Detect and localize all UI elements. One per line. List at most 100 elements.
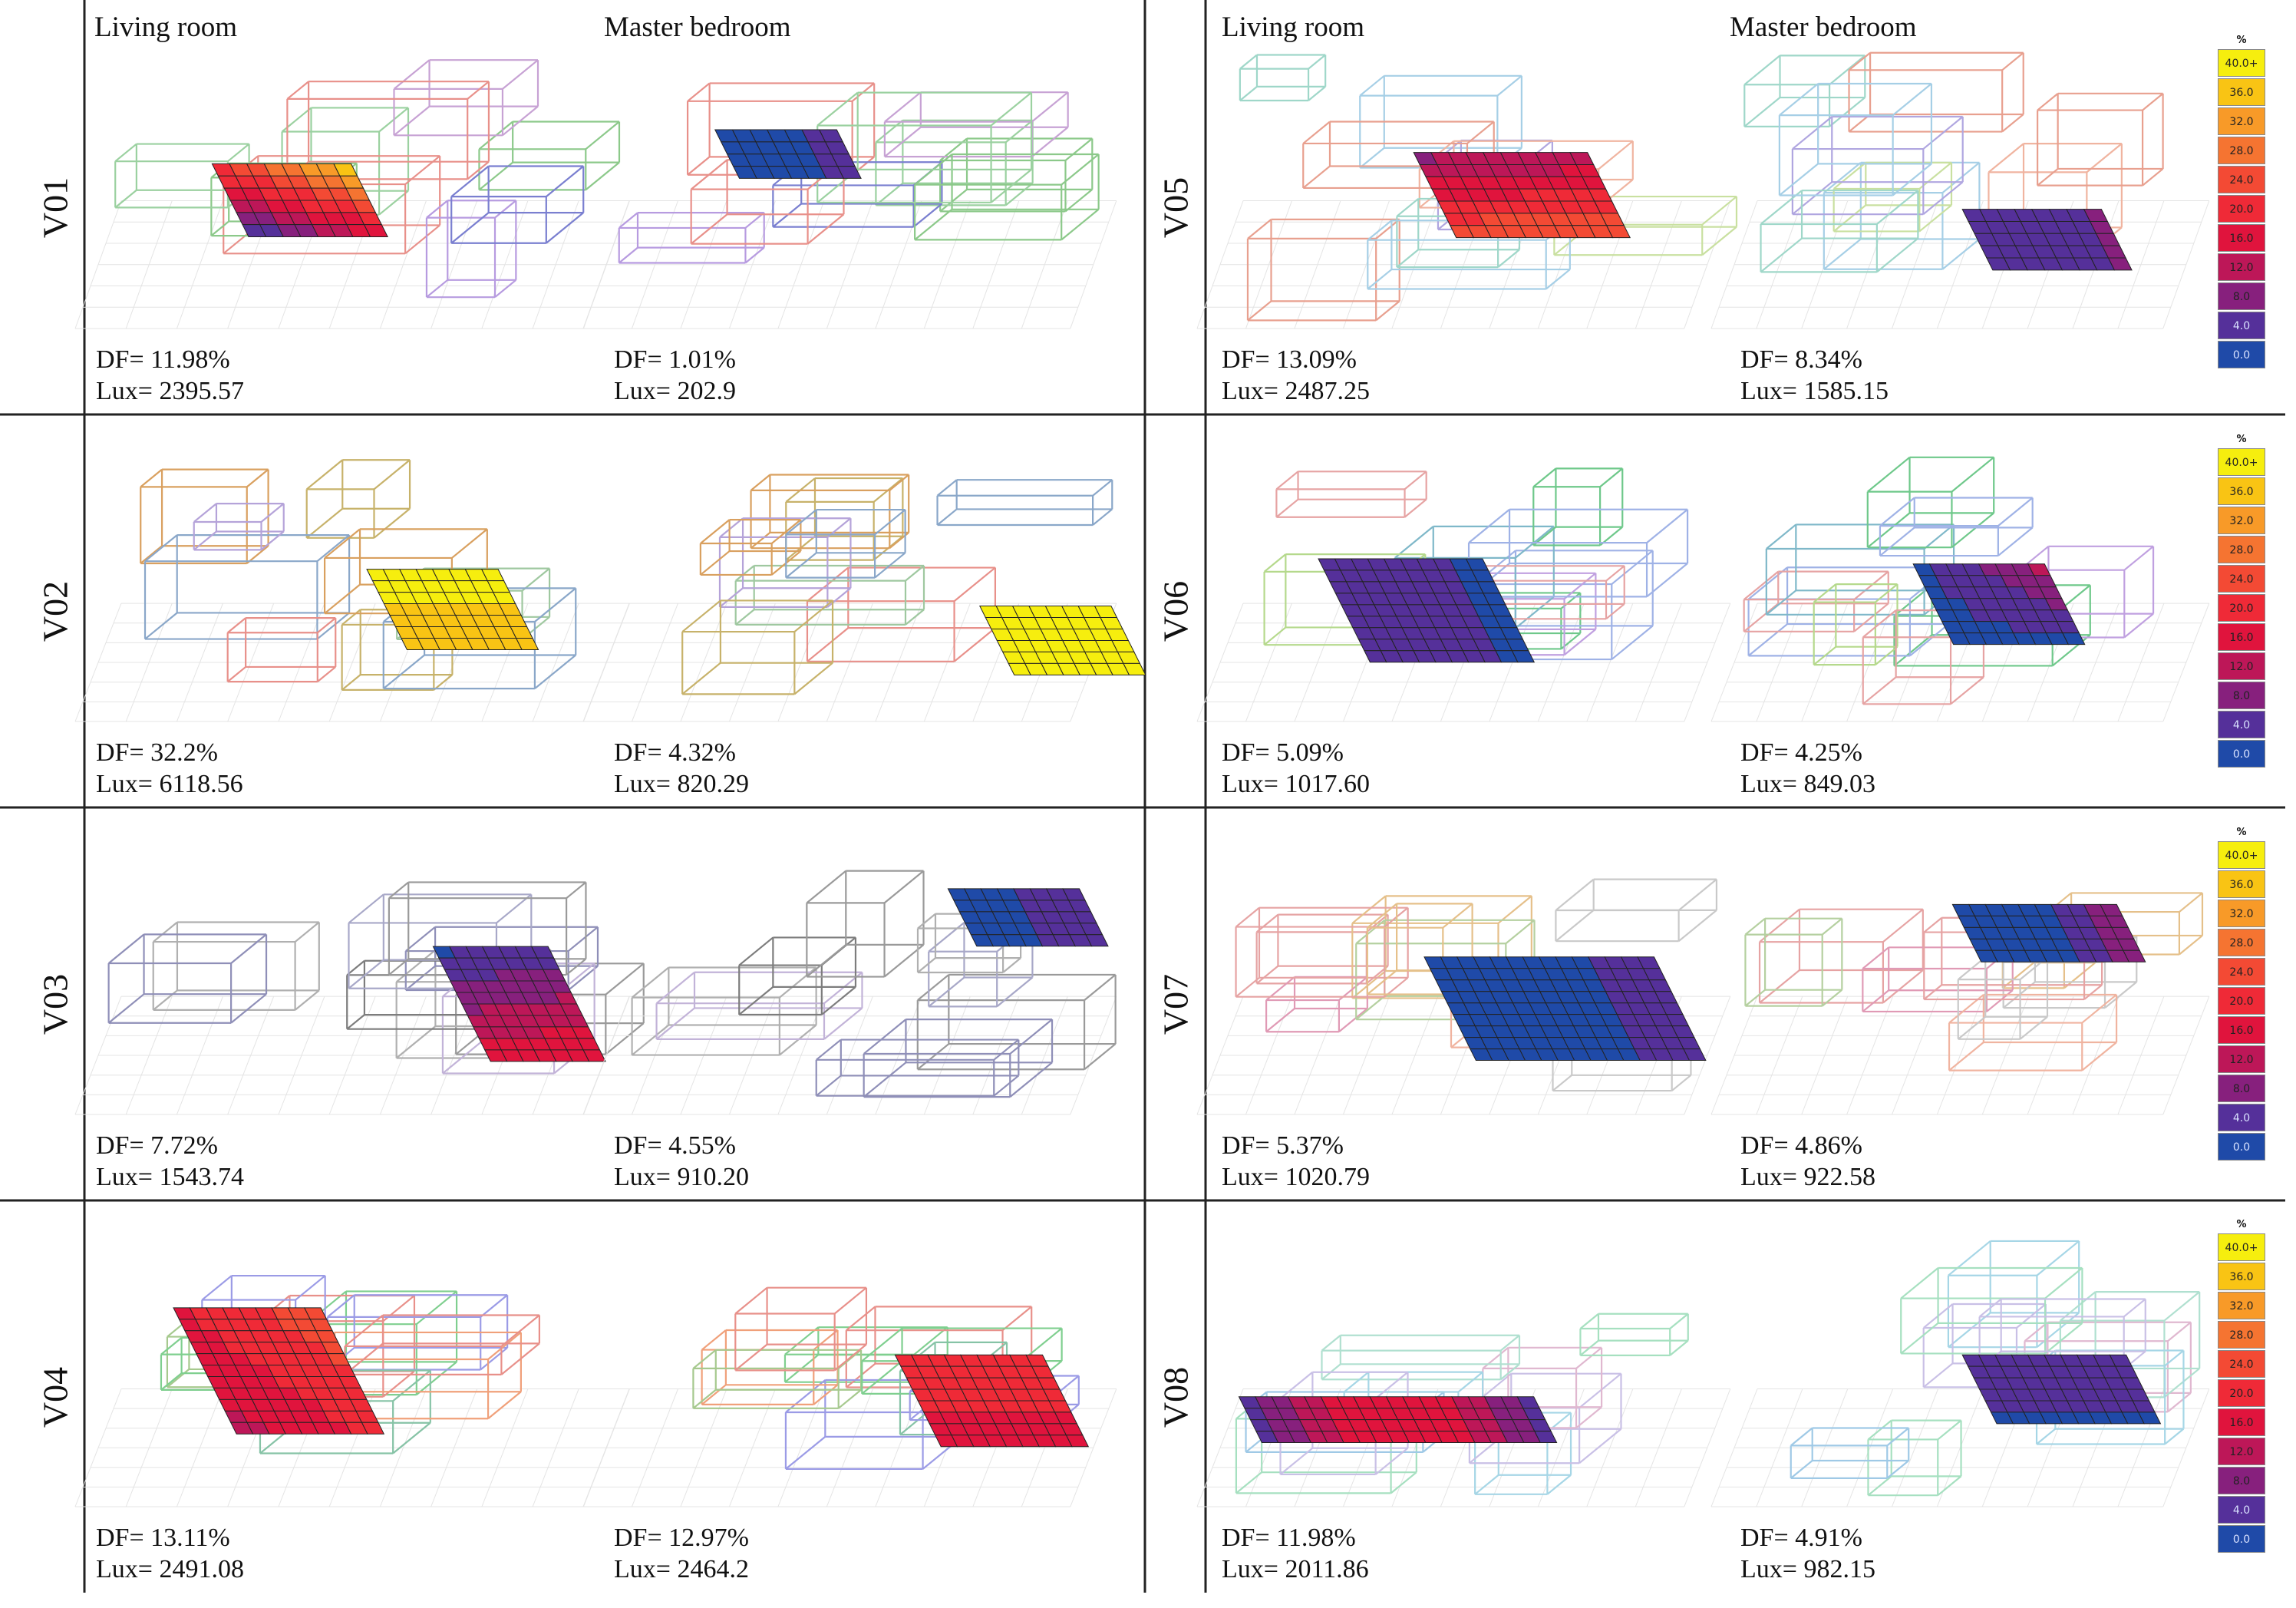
wireframe-edge — [1302, 165, 1331, 189]
wireframe-edge — [1937, 1475, 1962, 1497]
wireframe-edge — [2001, 114, 2024, 133]
bedroom-df-v07: DF= 4.86% — [1740, 1131, 1862, 1160]
header-master-bedroom-left: Master bedroom — [604, 12, 791, 43]
wireframe-edge — [230, 933, 267, 964]
wireframe-edge — [655, 1007, 695, 1040]
living-lux-v02: Lux= 6118.56 — [96, 770, 243, 798]
wireframe-edge — [1900, 1322, 1939, 1355]
wireframe-edge — [1263, 553, 1287, 573]
wireframe-edge — [1923, 984, 1942, 1000]
wireframe-edge — [1031, 91, 1069, 123]
legend-swatch: 32.0 — [2218, 900, 2265, 927]
wireframe-edge — [201, 1275, 233, 1301]
wireframe-edge — [1853, 603, 1889, 632]
wireframe-edge — [912, 203, 943, 228]
bedroom-df-v04: DF= 12.97% — [614, 1524, 749, 1552]
wireframe-edge — [993, 1038, 1020, 1061]
wireframe-edge — [1598, 140, 1634, 170]
wireframe-edge — [341, 609, 361, 626]
wireframe-edge — [1892, 83, 1932, 116]
legend-swatch: 32.0 — [2218, 507, 2265, 534]
wireframe-edge — [1918, 204, 1952, 233]
wireframe-edge — [1950, 676, 1984, 705]
wireframe-edge — [1923, 1362, 1954, 1388]
wireframe-edge — [1900, 1267, 1939, 1299]
wireframe-edge — [1466, 121, 1495, 144]
wireframe-edge — [1892, 163, 1932, 196]
heatmap-cell — [1085, 934, 1109, 947]
wireframe-edge — [2001, 51, 2024, 71]
wireframe-edge — [1255, 965, 1279, 985]
wireframe-edge — [939, 189, 968, 213]
bedroom-heatmap-v06 — [1912, 563, 2086, 646]
wireframe-edge — [1766, 589, 1797, 616]
legend-swatch: 20.0 — [2218, 1379, 2265, 1407]
legend-swatch: 0.0 — [2218, 1525, 2265, 1553]
living-room-heatmap-v02 — [366, 569, 539, 650]
wireframe-edge — [306, 459, 343, 490]
wireframe-edge — [1375, 219, 1400, 239]
wireframe-edge — [348, 959, 384, 989]
wireframe-edge — [1669, 1312, 1689, 1329]
wireframe-edge — [826, 587, 852, 608]
wireframe-edge — [928, 922, 965, 953]
wireframe-edge — [2167, 1392, 2192, 1413]
wireframe-edge — [1367, 969, 1397, 996]
wireframe-edge — [1978, 1298, 2002, 1318]
wireframe-edge — [889, 474, 909, 491]
wireframe-edge — [404, 155, 440, 185]
heatmap-cell — [1533, 1431, 1558, 1444]
wireframe-edge — [373, 459, 411, 490]
wireframe-edge — [772, 203, 802, 228]
living-lux-v07: Lux= 1020.79 — [1222, 1163, 1370, 1191]
wireframe-edge — [1239, 54, 1258, 70]
wireframe-edge — [1997, 497, 2034, 527]
living-df-v01: DF= 11.98% — [96, 345, 230, 374]
wireframe-edge — [1367, 269, 1393, 290]
living-lux-v05: Lux= 2487.25 — [1222, 377, 1370, 405]
wireframe-edge — [1605, 603, 1625, 620]
legend-swatch: 8.0 — [2218, 1075, 2265, 1102]
wireframe-edge — [1813, 583, 1837, 603]
wireframe-edge — [813, 1384, 839, 1405]
wireframe-edge — [1937, 1419, 1962, 1441]
wireframe-edge — [1766, 523, 1797, 550]
wireframe-edge — [1882, 969, 1924, 1004]
legend-swatch: 0.0 — [2218, 740, 2265, 768]
wireframe-edge — [1867, 1419, 1892, 1441]
heatmap-cell — [1605, 225, 1631, 239]
legend-swatch: 4.0 — [2218, 1104, 2265, 1131]
heatmap-cell — [2062, 632, 2086, 646]
bedroom-heatmap-v02 — [978, 606, 1146, 675]
wireframe-edge — [2164, 1428, 2185, 1445]
wireframe-edge — [816, 1038, 842, 1061]
wireframe-edge — [2063, 962, 2096, 989]
variant-label-v04: V04 — [35, 1366, 75, 1428]
wireframe-edge — [281, 107, 312, 133]
wireframe-edge — [1396, 249, 1419, 268]
wireframe-edge — [2179, 935, 2203, 956]
wireframe-edge — [260, 503, 285, 523]
wireframe-edge — [1061, 154, 1100, 186]
bedroom-lux-v08: Lux= 982.15 — [1740, 1555, 1875, 1583]
wireframe-edge — [1823, 161, 1862, 193]
wireframe-edge — [2104, 981, 2137, 1009]
wireframe-edge — [1575, 1406, 1602, 1429]
wireframe-edge — [2123, 612, 2154, 639]
wireframe-edge — [1879, 497, 1915, 527]
living-lux-v08: Lux= 2011.86 — [1222, 1555, 1369, 1583]
wireframe-edge — [1958, 1015, 1986, 1040]
wireframe-edge — [316, 534, 350, 563]
living-df-v08: DF= 11.98% — [1222, 1524, 1356, 1552]
wireframe-edge — [2036, 1428, 2057, 1445]
wireframe-edge — [884, 91, 922, 123]
wireframe-edge — [373, 507, 411, 539]
wireframe-edge — [1779, 163, 1819, 196]
legend-swatch: 8.0 — [2218, 282, 2265, 310]
wireframe-edge — [1496, 74, 1522, 97]
wireframe-edge — [392, 1369, 431, 1402]
wireframe-edge — [1823, 238, 1862, 270]
wireframe-edge — [1375, 300, 1400, 322]
wireframe-edge — [1394, 526, 1434, 559]
